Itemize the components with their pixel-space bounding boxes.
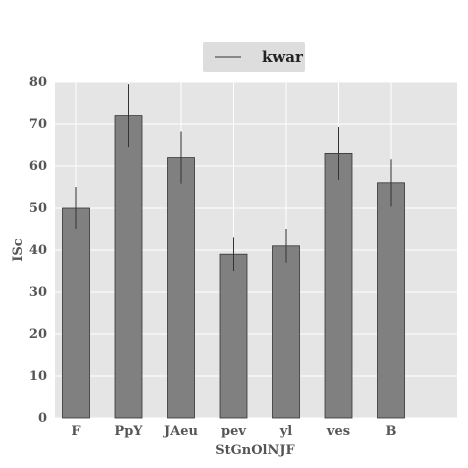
bar-PpY bbox=[114, 115, 143, 419]
x-tick-label-JAeu: JAeu bbox=[163, 424, 198, 439]
bar-ves bbox=[324, 152, 353, 419]
y-tick-label-80: 80 bbox=[29, 75, 47, 90]
y-tick-label-10: 10 bbox=[29, 369, 47, 384]
y-tick-label-60: 60 bbox=[29, 159, 47, 174]
y-tick-label-30: 30 bbox=[29, 285, 47, 300]
x-tick-labels: F PpY JAeu pev yl ves B bbox=[71, 424, 396, 439]
bar-B bbox=[377, 182, 405, 419]
bar-pev bbox=[219, 253, 248, 419]
x-axis-label: StGnOlNJF bbox=[215, 443, 295, 458]
y-tick-label-0: 0 bbox=[38, 411, 47, 426]
legend: kwar bbox=[203, 42, 305, 72]
x-tick-label-pev: pev bbox=[221, 424, 246, 439]
legend-label: kwar bbox=[262, 48, 304, 66]
y-tick-label-40: 40 bbox=[29, 243, 47, 258]
y-tick-label-20: 20 bbox=[29, 327, 47, 342]
x-tick-label-F: F bbox=[71, 424, 81, 439]
bar-yl bbox=[272, 245, 300, 419]
bar-JAeu bbox=[167, 157, 195, 419]
bar-F bbox=[62, 207, 90, 419]
y-tick-label-50: 50 bbox=[29, 201, 47, 216]
x-tick-label-yl: yl bbox=[279, 424, 293, 439]
legend-box bbox=[203, 42, 305, 72]
x-tick-label-PpY: PpY bbox=[114, 424, 143, 439]
x-tick-label-ves: ves bbox=[326, 424, 350, 439]
y-axis-label: ISc bbox=[11, 238, 26, 261]
x-tick-label-B: B bbox=[386, 424, 397, 439]
y-tick-label-70: 70 bbox=[29, 117, 47, 132]
error-bars bbox=[75, 84, 392, 271]
y-tick-labels: 0 10 20 30 40 50 60 70 80 bbox=[29, 75, 47, 426]
